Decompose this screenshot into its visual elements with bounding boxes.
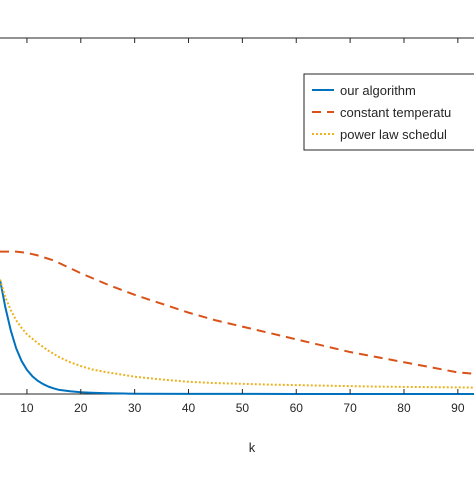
legend: our algorithm constant temperatu power law… — [303, 73, 474, 151]
x-tick-label: 20 — [74, 401, 88, 415]
series-line-power-law-schedul — [0, 279, 474, 389]
x-tick-label: 70 — [343, 401, 357, 415]
legend-label: constant temperatu — [340, 105, 451, 120]
x-tick-label: 10 — [20, 401, 34, 415]
x-tick-label: 90 — [451, 401, 465, 415]
ticks-layer: 10 20 30 40 50 60 70 80 90 — [20, 38, 465, 415]
x-tick-label: 80 — [397, 401, 411, 415]
series-line-constant-temperatu — [0, 250, 474, 375]
x-axis-label: k — [249, 440, 256, 455]
legend-label: power law schedul — [340, 127, 447, 142]
x-tick-label: 40 — [182, 401, 196, 415]
legend-label: our algorithm — [340, 83, 416, 98]
x-tick-label: 60 — [290, 401, 304, 415]
series-line-our-algorithm — [0, 279, 474, 395]
series-layer — [0, 250, 474, 395]
x-tick-label: 30 — [128, 401, 142, 415]
x-tick-label: 50 — [236, 401, 250, 415]
